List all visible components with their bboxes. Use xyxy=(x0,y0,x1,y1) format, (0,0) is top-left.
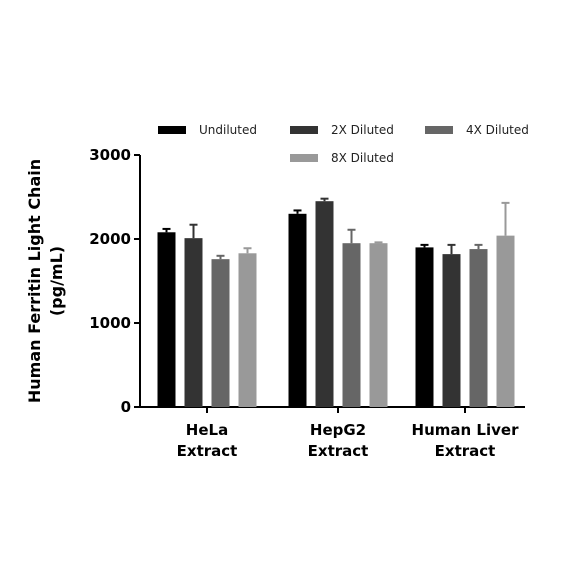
y-axis-label: (pg/mL) xyxy=(47,246,66,316)
bar xyxy=(415,247,434,407)
legend-label: Undiluted xyxy=(199,123,257,137)
bar xyxy=(469,249,488,407)
legend-label: 4X Diluted xyxy=(466,123,529,137)
legend-label: 8X Diluted xyxy=(331,151,394,165)
bar xyxy=(315,201,334,407)
bar xyxy=(369,243,388,407)
x-tick-label: HepG2 Extract xyxy=(308,421,369,460)
bar xyxy=(238,253,257,407)
legend-swatch xyxy=(158,126,186,134)
y-tick-label: 0 xyxy=(121,398,131,416)
bar xyxy=(211,259,230,407)
legend-swatch xyxy=(425,126,453,134)
x-tick-label-line: Extract xyxy=(435,442,496,460)
x-tick-label-line: HeLa xyxy=(186,421,228,439)
legend-swatch xyxy=(290,126,318,134)
y-tick-label: 3000 xyxy=(89,146,131,164)
x-tick-label: Human Liver Extract xyxy=(412,421,520,460)
y-axis-label: Human Ferritin Light Chain xyxy=(25,159,44,403)
bar xyxy=(184,238,203,407)
x-tick-label-line: Extract xyxy=(308,442,369,460)
legend-label: 2X Diluted xyxy=(331,123,394,137)
bar xyxy=(496,235,515,407)
legend-swatch xyxy=(290,154,318,162)
y-tick-label: 2000 xyxy=(89,230,131,248)
bar xyxy=(288,213,307,407)
x-tick-label-line: HepG2 xyxy=(310,421,366,439)
bar xyxy=(442,254,461,407)
bar xyxy=(342,243,361,407)
x-tick-label-line: Extract xyxy=(177,442,238,460)
y-tick-label: 1000 xyxy=(89,314,131,332)
x-tick-label: HeLa Extract xyxy=(177,421,238,460)
bar xyxy=(157,232,176,407)
x-tick-label-line: Human Liver xyxy=(412,421,520,439)
